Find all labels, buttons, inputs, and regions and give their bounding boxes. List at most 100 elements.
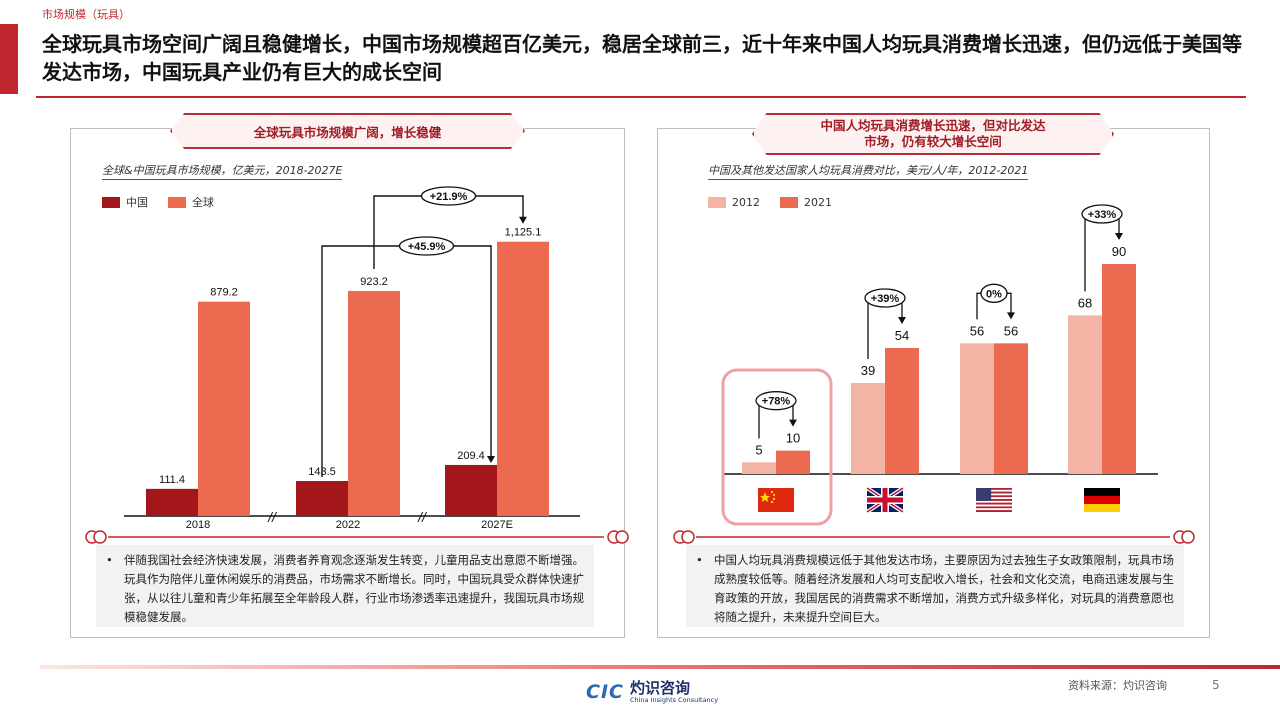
bar-全球-2027E [497, 241, 549, 517]
bar-2012-USA [960, 343, 994, 474]
left-panel-title: 全球玩具市场规模广阔，增长稳健 [170, 113, 525, 149]
usa-flag-stripe [976, 488, 1012, 490]
growth-UK-label: +39% [871, 293, 900, 305]
data-label: 879.2 [210, 287, 238, 299]
growth-Germany-bubble [1081, 204, 1123, 224]
usa-flag-stripe [976, 508, 1012, 511]
bar-2012-China [742, 462, 776, 474]
usa-flag-stripe [976, 489, 1012, 492]
usa-flag-stripe [976, 510, 1012, 512]
source-note: 资料来源：灼识咨询 [1068, 679, 1167, 692]
growth-China-bubble [755, 391, 797, 411]
data-label: 56 [1004, 323, 1018, 338]
growth-arrowhead [519, 216, 527, 224]
usa-flag-stripe [976, 497, 1012, 500]
data-label: 90 [1112, 244, 1126, 259]
right-chart-subtitle: 中国及其他发达国家人均玩具消费对比，美元/人/年，2012-2021 [708, 162, 1029, 180]
bar-2021-Germany [1102, 264, 1136, 474]
usa-flag-stripe [976, 493, 1012, 496]
growth-USA-bubble [980, 283, 1008, 303]
left-panel-title-text: 全球玩具市场规模广阔，增长稳健 [253, 124, 442, 140]
legend-swatch-china [102, 196, 120, 208]
data-label: 56 [970, 323, 984, 338]
growth-arrowhead [898, 317, 906, 324]
axis-break-icon: // [417, 509, 428, 525]
title-divider [36, 96, 1246, 98]
germany-flag-stripe [1084, 504, 1120, 512]
china-highlight-box [721, 368, 833, 526]
data-label: 54 [895, 328, 909, 343]
growth-Germany-label: +33% [1088, 209, 1117, 221]
bar-2021-USA [994, 343, 1028, 474]
bullet-dot: • [696, 553, 703, 567]
legend-label-china: 中国 [126, 196, 148, 209]
bar-全球-2018 [198, 301, 250, 516]
legend-swatch-2012 [708, 197, 726, 208]
panel-ornament-icon [1181, 530, 1195, 544]
x-tick-label: 2022 [336, 519, 360, 531]
right-panel-title: 中国人均玩具消费增长迅速，但对比发达 市场，仍有较大增长空间 [752, 113, 1114, 155]
china-flag-star-icon [770, 490, 774, 494]
growth-arrowhead [1007, 312, 1015, 320]
data-label: 39 [861, 363, 875, 378]
growth-China-label: +78% [762, 396, 791, 408]
usa-flag-canton [976, 488, 992, 501]
panel-ornament-icon [681, 530, 695, 544]
data-label: 10 [786, 431, 800, 446]
footer-gradient-line [40, 665, 1280, 669]
page-number: 5 [1212, 678, 1220, 692]
usa-flag-stripe [976, 506, 1012, 509]
bullet-dot: • [106, 553, 113, 567]
bar-2012-Germany [1068, 315, 1102, 474]
bar-2021-China [776, 450, 810, 474]
left-bullet-text: 伴随我国社会经济快速发展，消费者养育观念逐渐发生转变，儿童用品支出意愿不断增强。… [124, 553, 584, 624]
growth-22-label: +21.9% [430, 191, 468, 203]
panel-ornament-icon [93, 530, 107, 544]
left-bullet-box: • 伴随我国社会经济快速发展，消费者养育观念逐渐发生转变，儿童用品支出意愿不断增… [96, 545, 594, 627]
legend-swatch-2021 [780, 197, 798, 208]
section-label: 市场规模（玩具） [42, 8, 130, 21]
title-accent-bar [0, 24, 18, 94]
china-flag-star-icon [770, 500, 774, 504]
legend-label-2021: 2021 [804, 196, 832, 209]
growth-arrowhead [487, 455, 495, 463]
legend-swatch-global [168, 196, 186, 208]
left-chart-subtitle: 全球&中国玩具市场规模，亿美元，2018-2027E [102, 162, 343, 180]
logo-english-name: China Insights Consultancy [629, 696, 719, 704]
right-bullet-box: • 中国人均玩具消费规模远低于其他发达市场，主要原因为过去独生子女政策限制，玩具… [686, 545, 1184, 627]
usa-flag-stripe [976, 499, 1012, 501]
bar-中国-2018 [146, 488, 198, 516]
x-tick-label: 2027E [481, 519, 513, 531]
legend-label-2012: 2012 [732, 196, 760, 209]
growth-45-bubble [398, 236, 455, 256]
usa-flag-stripe [976, 504, 1012, 507]
data-label: 1,125.1 [505, 227, 542, 239]
logo-chinese-name: 灼识咨询 [629, 679, 690, 697]
bar-全球-2022 [348, 290, 400, 516]
bar-2021-UK [885, 348, 919, 474]
right-panel-title-line2: 市场，仍有较大增长空间 [864, 134, 1002, 149]
usa-flag-stripe [976, 500, 1012, 503]
bar-中国-2022 [296, 481, 348, 516]
bar-中国-2027E [445, 464, 497, 516]
logo-mark: CIC [586, 681, 624, 703]
legend-label-global: 全球 [192, 196, 214, 209]
page-title: 全球玩具市场空间广阔且稳健增长，中国市场规模超百亿美元，稳居全球前三，近十年来中… [42, 32, 1242, 84]
growth-45-label: +45.9% [408, 241, 446, 253]
axis-break-icon: // [267, 509, 278, 525]
germany-flag-icon [1084, 488, 1120, 496]
germany-flag-stripe [1084, 496, 1120, 504]
growth-arrowhead [789, 419, 797, 427]
growth-UK-bubble [864, 288, 906, 308]
left-chart-legend: 中国 全球 [102, 194, 214, 210]
bar-2012-UK [851, 383, 885, 474]
right-chart-legend: 2012 2021 [708, 196, 832, 209]
usa-flag-stripe [976, 502, 1012, 505]
growth-arrowhead [1115, 233, 1123, 240]
right-bullet-text: 中国人均玩具消费规模远低于其他发达市场，主要原因为过去独生子女政策限制，玩具市场… [714, 553, 1174, 624]
growth-22-bubble [420, 186, 477, 206]
panel-ornament-icon [615, 530, 629, 544]
data-label: 5 [755, 442, 762, 457]
usa-flag-stripe [976, 495, 1012, 498]
